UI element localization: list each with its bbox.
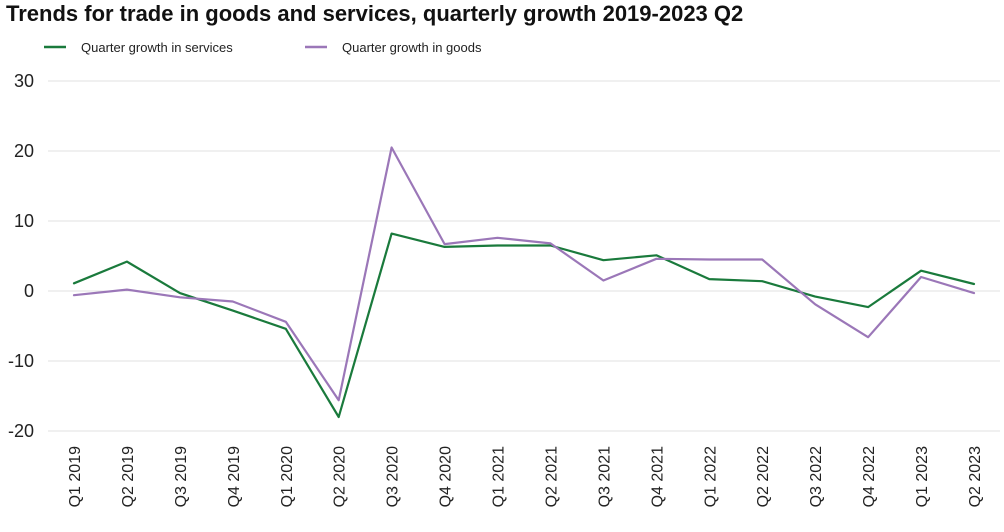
x-tick-label: Q4 2020 — [438, 446, 455, 507]
x-axis: Q1 2019 Q2 2019 Q3 2019 Q4 2019 Q1 2020 Q2 20… — [67, 446, 984, 507]
x-tick-label: Q2 2023 — [967, 446, 984, 507]
x-tick-label: Q1 2022 — [702, 446, 719, 507]
y-tick-label: 10 — [14, 211, 34, 231]
x-tick-label: Q1 2019 — [67, 446, 84, 507]
legend-label: Quarter growth in services — [81, 40, 233, 55]
series-line-goods — [72, 146, 976, 402]
x-tick-label: Q1 2021 — [491, 446, 508, 507]
x-tick-label: Q3 2021 — [596, 446, 613, 507]
x-tick-label: Q4 2019 — [226, 446, 243, 507]
x-tick-label: Q4 2021 — [649, 446, 666, 507]
x-tick-label: Q2 2020 — [332, 446, 349, 507]
x-tick-label: Q2 2021 — [543, 446, 560, 507]
grid-lines — [48, 80, 1000, 432]
y-tick-label: -20 — [8, 421, 34, 441]
series-line-services — [72, 232, 976, 419]
chart-title: Trends for trade in goods and services, … — [6, 1, 744, 26]
x-tick-label: Q3 2020 — [385, 446, 402, 507]
x-tick-label: Q2 2019 — [120, 446, 137, 507]
series-lines — [72, 146, 976, 419]
y-tick-label: 30 — [14, 71, 34, 91]
x-tick-label: Q2 2022 — [755, 446, 772, 507]
y-tick-label: 0 — [24, 281, 34, 301]
y-tick-label: 20 — [14, 141, 34, 161]
legend-label: Quarter growth in goods — [342, 40, 482, 55]
x-tick-label: Q1 2023 — [914, 446, 931, 507]
x-tick-label: Q3 2019 — [173, 446, 190, 507]
y-tick-label: -10 — [8, 351, 34, 371]
y-axis: 30 20 10 0 -10 -20 — [8, 71, 34, 441]
legend: Quarter growth in services Quarter growth… — [44, 40, 482, 55]
x-tick-label: Q1 2020 — [279, 446, 296, 507]
x-tick-label: Q4 2022 — [861, 446, 878, 507]
x-tick-label: Q3 2022 — [808, 446, 825, 507]
